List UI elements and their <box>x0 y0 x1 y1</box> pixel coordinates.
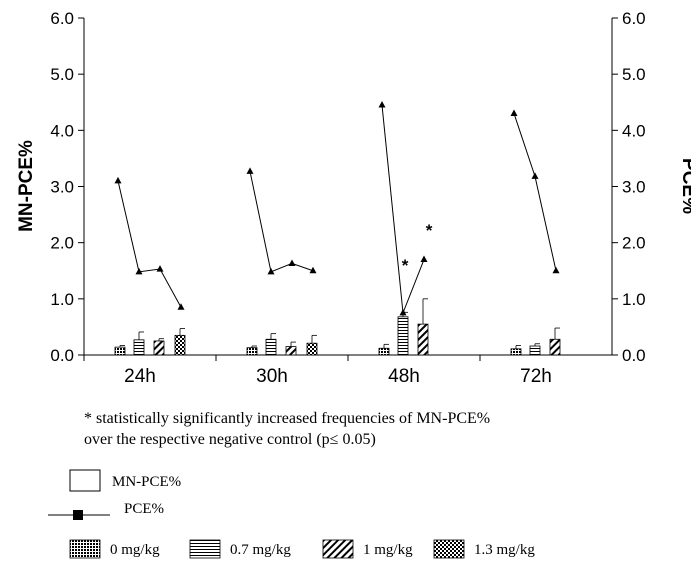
bar <box>397 316 409 356</box>
footnote-line-2: over the respective negative control (p≤… <box>84 431 376 448</box>
bar <box>306 342 318 356</box>
pce-line <box>513 113 557 271</box>
pce-line <box>249 171 314 273</box>
pce-marker <box>177 303 185 310</box>
bar <box>285 346 297 356</box>
y-axis-label-right: PCE% <box>678 158 691 214</box>
bar <box>549 338 561 356</box>
pce-marker <box>114 176 122 184</box>
bar <box>114 346 126 356</box>
y-tick-label-right: 4.0 <box>622 121 646 140</box>
y-tick-label-left: 0.0 <box>50 346 74 365</box>
legend-dose-label: 1 mg/kg <box>363 542 413 558</box>
footnote-line-1: * statistically significantly increased … <box>84 410 490 427</box>
x-tick-label: 30h <box>256 366 288 387</box>
legend-dose-swatch <box>69 539 101 559</box>
y-tick-label-left: 3.0 <box>50 178 74 197</box>
bar <box>417 323 429 356</box>
legend-dose-label: 0 mg/kg <box>110 542 160 558</box>
significance-asterisk: * <box>426 221 433 240</box>
pce-marker <box>135 267 143 275</box>
legend-mnpce-swatch <box>69 469 101 492</box>
pce-line <box>381 105 425 314</box>
x-tick-label: 24h <box>124 366 156 387</box>
y-tick-label-right: 3.0 <box>622 178 646 197</box>
bar <box>510 348 522 356</box>
pce-marker <box>399 308 407 316</box>
y-tick-label-right: 2.0 <box>622 234 646 253</box>
plot-area: 0.0 0.0 1.0 1.0 2.0 2.0 3.0 3.0 4.0 4.0 5.0 5.0 6.0 6… <box>50 9 645 387</box>
pce-marker <box>288 259 296 266</box>
bar <box>133 339 145 356</box>
pce-marker <box>552 266 560 274</box>
legend-doses: 0 mg/kg 0.7 mg/kg 1 mg/kg 1.3 mg/kg <box>69 539 535 559</box>
bar <box>378 347 390 356</box>
bar <box>529 345 541 356</box>
legend-dose-swatch <box>189 539 221 559</box>
pce-marker <box>246 167 254 174</box>
bar <box>174 334 186 356</box>
y-tick-label-left: 2.0 <box>50 234 74 253</box>
y-tick-label-right: 1.0 <box>622 290 646 309</box>
x-tick-label: 72h <box>520 366 552 387</box>
legend-dose-label: 1.3 mg/kg <box>474 542 535 558</box>
legend-dose-swatch <box>433 539 465 559</box>
pce-marker <box>378 101 386 108</box>
legend-mnpce-label: MN-PCE% <box>112 474 181 490</box>
y-axis-label-left: MN-PCE% <box>16 140 37 232</box>
legend-dose-label: 0.7 mg/kg <box>230 542 291 558</box>
y-tick-label-right: 5.0 <box>622 65 646 84</box>
legend-pce-label: PCE% <box>124 501 164 517</box>
y-tick-label-left: 5.0 <box>50 65 74 84</box>
y-tick-label-right: 6.0 <box>622 9 646 28</box>
bar <box>246 347 258 356</box>
y-tick-label-left: 1.0 <box>50 290 74 309</box>
pce-line <box>117 180 182 308</box>
bar <box>265 338 277 356</box>
bar <box>153 340 165 356</box>
pce-marker <box>420 255 428 263</box>
pce-marker <box>156 265 164 272</box>
y-tick-label-left: 4.0 <box>50 121 74 140</box>
pce-marker <box>531 172 539 179</box>
legend-dose-swatch <box>322 539 354 559</box>
pce-marker <box>510 109 518 116</box>
y-tick-label-left: 6.0 <box>50 9 74 28</box>
significance-asterisk: * <box>402 256 409 275</box>
x-tick-label: 48h <box>388 366 420 387</box>
legend-pce-marker <box>73 510 83 520</box>
pce-marker <box>309 266 317 274</box>
pce-marker <box>267 267 275 275</box>
y-tick-label-right: 0.0 <box>622 346 646 365</box>
